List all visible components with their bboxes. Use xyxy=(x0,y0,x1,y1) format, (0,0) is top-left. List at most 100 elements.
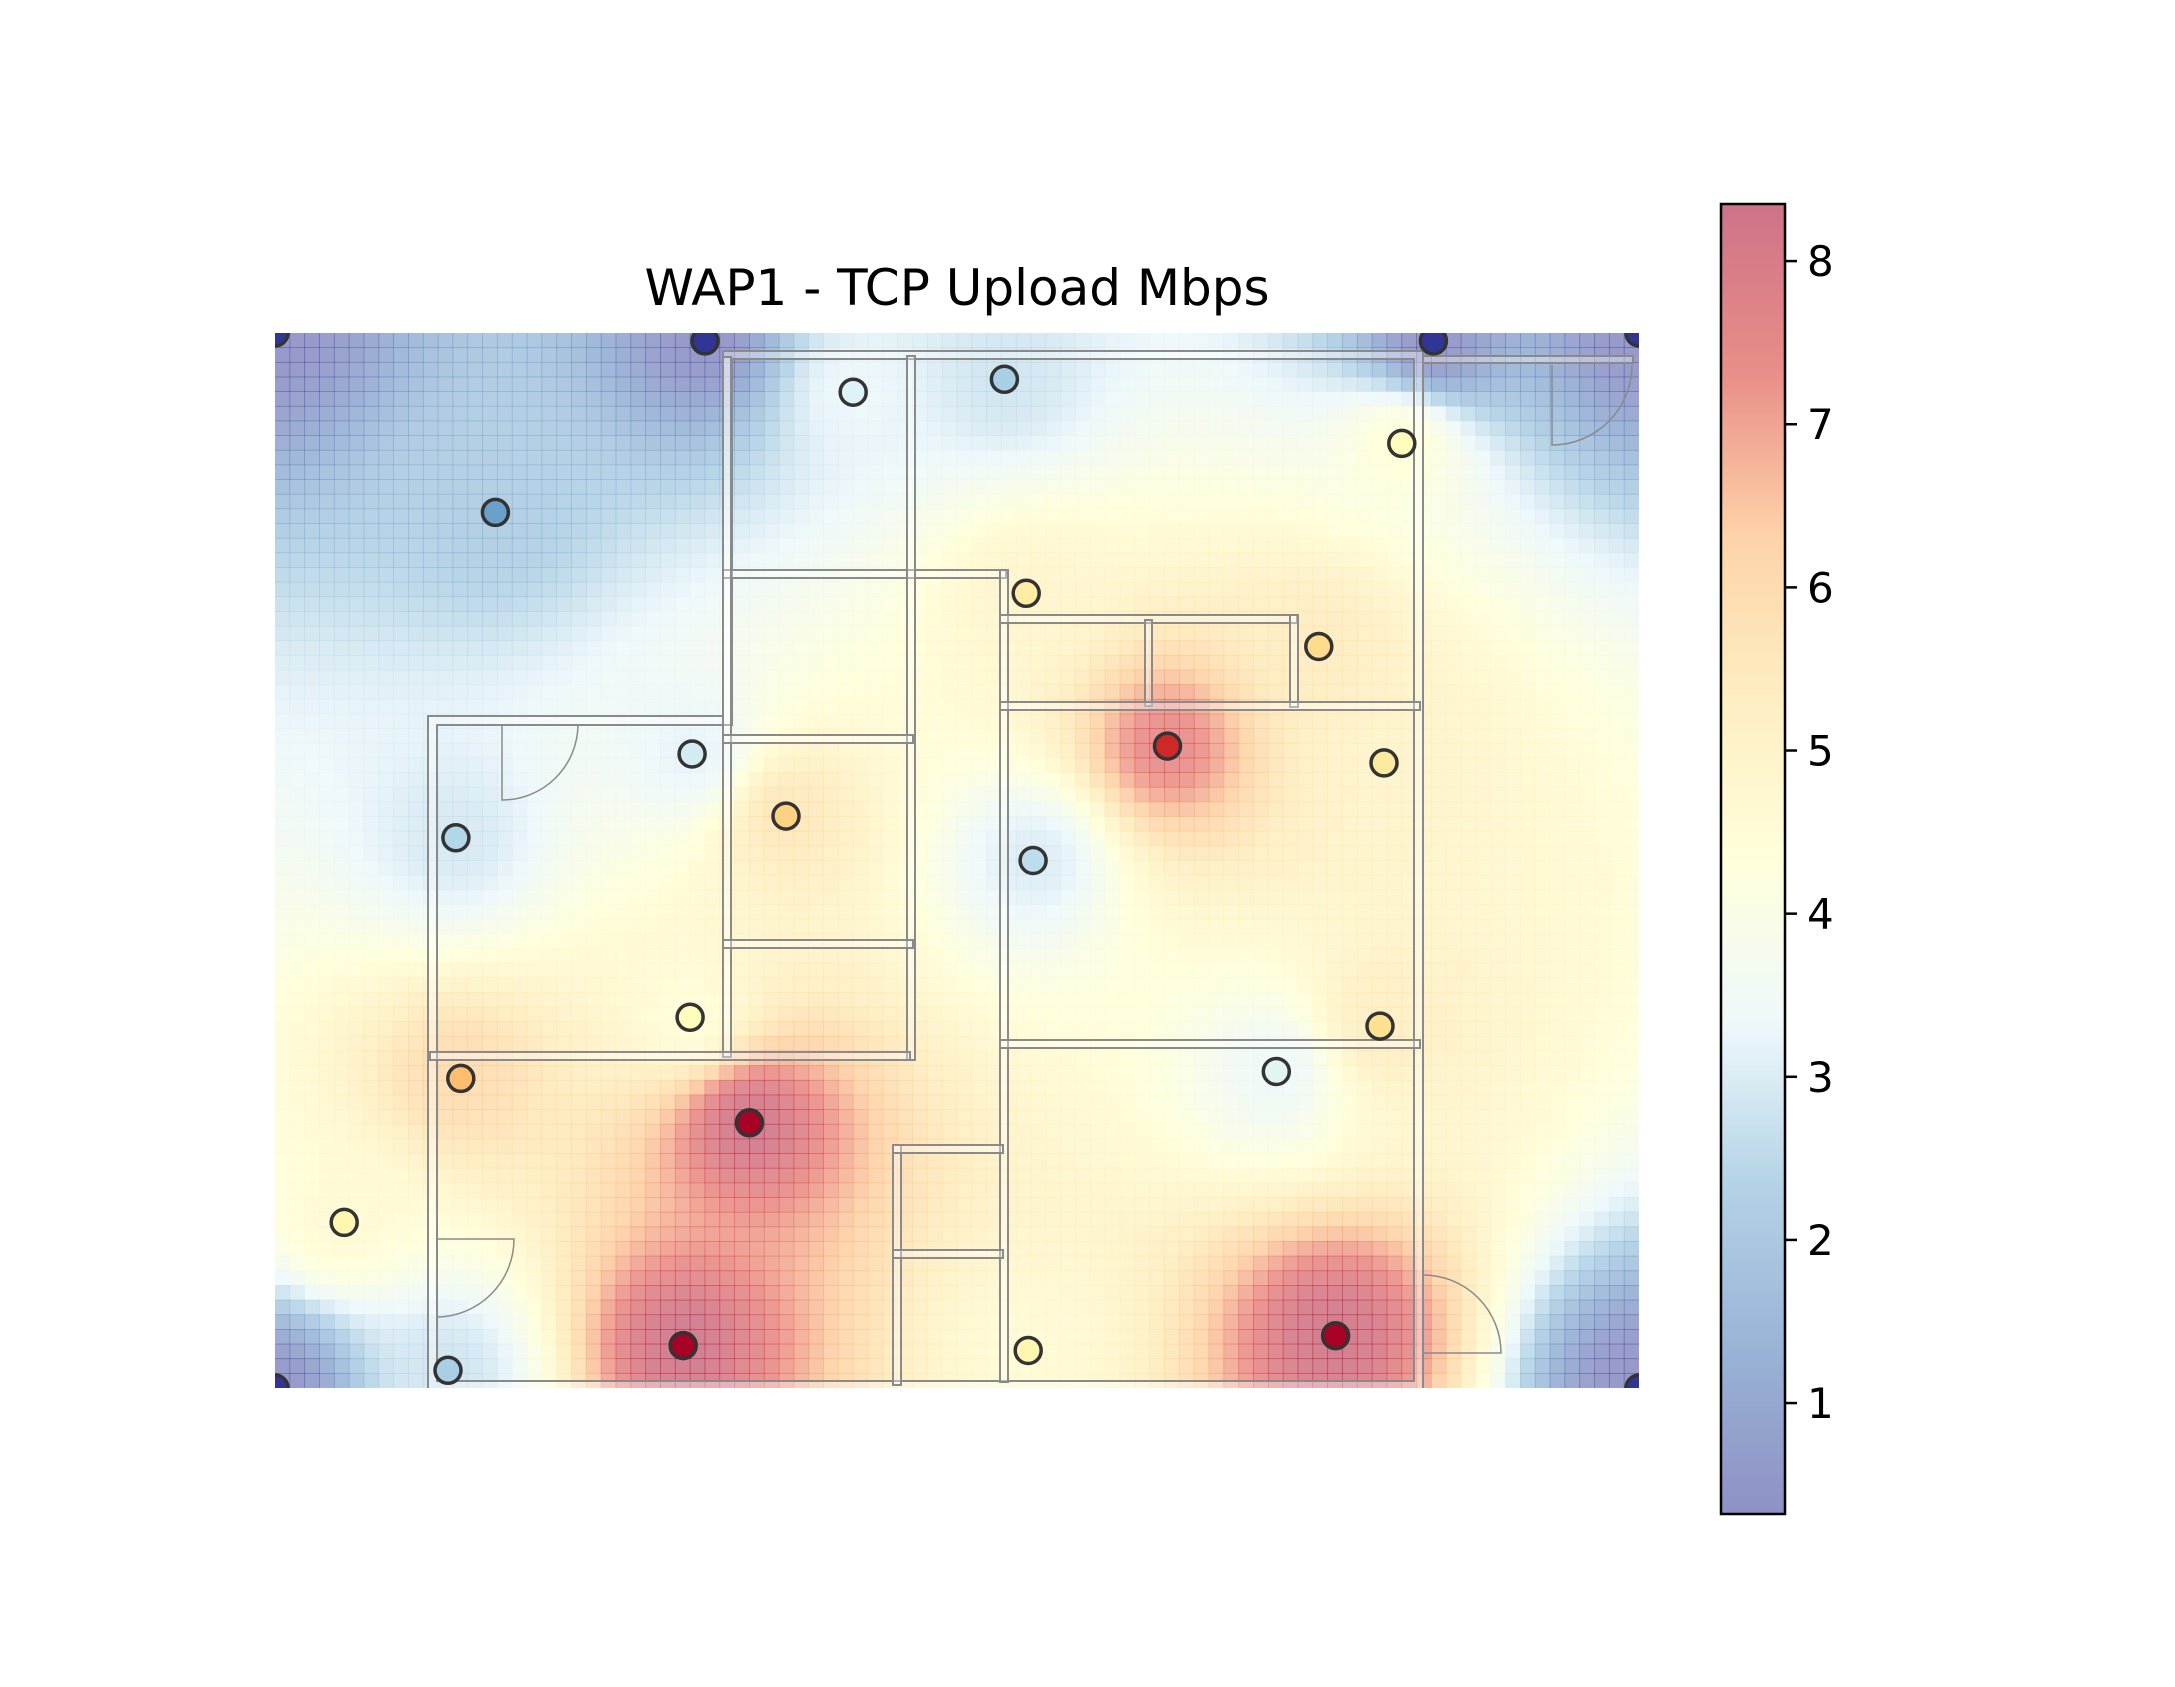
heatmap-cell xyxy=(526,376,543,393)
heatmap-cell xyxy=(1608,552,1625,568)
heatmap-cell xyxy=(926,977,943,993)
heatmap-cell xyxy=(511,684,528,700)
heatmap-cell xyxy=(941,962,958,979)
heatmap-cell xyxy=(1342,1079,1358,1096)
heatmap-cell xyxy=(1015,376,1032,393)
heatmap-cell xyxy=(1416,830,1432,847)
heatmap-cell xyxy=(1460,889,1477,905)
heatmap-cell xyxy=(1534,713,1551,730)
heatmap-cell xyxy=(645,772,661,788)
heatmap-cell xyxy=(808,361,824,378)
heatmap-cell xyxy=(408,845,424,861)
heatmap-cell xyxy=(1327,801,1343,817)
heatmap-cell xyxy=(556,1021,572,1037)
heatmap-cell xyxy=(541,1123,558,1140)
heatmap-cell xyxy=(1534,1006,1551,1023)
heatmap-cell xyxy=(778,698,795,715)
heatmap-cell xyxy=(1460,1094,1477,1110)
heatmap-cell xyxy=(1223,464,1240,480)
heatmap-cell xyxy=(1149,640,1165,656)
heatmap-cell xyxy=(378,860,395,876)
heatmap-cell xyxy=(1534,1079,1551,1096)
heatmap-cell xyxy=(1475,1079,1492,1096)
heatmap-cell xyxy=(704,933,721,949)
heatmap-cell xyxy=(867,435,884,451)
heatmap-cell xyxy=(1015,654,1032,671)
heatmap-cell xyxy=(275,1021,291,1037)
heatmap-cell xyxy=(1564,786,1581,803)
heatmap-cell xyxy=(1060,772,1077,788)
heatmap-cell xyxy=(1030,991,1047,1008)
heatmap-cell xyxy=(571,845,587,861)
heatmap-cell xyxy=(408,523,424,539)
heatmap-cell xyxy=(1312,933,1329,949)
heatmap-cell xyxy=(1549,977,1566,993)
heatmap-cell xyxy=(452,801,469,817)
heatmap-cell xyxy=(571,625,587,642)
heatmap-cell xyxy=(1238,523,1254,539)
heatmap-cell xyxy=(1327,391,1343,407)
heatmap-cell xyxy=(467,1094,483,1110)
heatmap-cell xyxy=(304,611,320,627)
heatmap-cell xyxy=(482,1109,498,1125)
heatmap-cell xyxy=(1045,728,1062,744)
heatmap-cell xyxy=(408,962,424,979)
heatmap-cell xyxy=(1149,479,1165,495)
heatmap-cell xyxy=(304,1021,320,1037)
heatmap-cell xyxy=(808,420,824,436)
heatmap-cell xyxy=(704,860,721,876)
heatmap-cell xyxy=(422,625,439,642)
heatmap-cell xyxy=(615,537,632,554)
heatmap-cell xyxy=(304,918,320,935)
heatmap-cell xyxy=(926,1035,943,1052)
heatmap-cell xyxy=(1549,757,1566,773)
heatmap-cell xyxy=(1445,874,1462,891)
heatmap-cell xyxy=(941,420,958,436)
heatmap-cell xyxy=(630,405,647,422)
heatmap-cell xyxy=(941,1109,958,1125)
heatmap-cell xyxy=(1312,977,1329,993)
heatmap-cell xyxy=(971,333,988,349)
heatmap-cell xyxy=(1579,333,1595,349)
heatmap-cell xyxy=(1282,537,1299,554)
heatmap-cell xyxy=(1623,772,1639,788)
heatmap-cell xyxy=(600,1035,617,1052)
heatmap-cell xyxy=(1149,991,1165,1008)
heatmap-cell xyxy=(452,1109,469,1125)
heatmap-cell xyxy=(1475,376,1492,393)
heatmap-cell xyxy=(630,1035,647,1052)
heatmap-cell xyxy=(793,713,810,730)
heatmap-cell xyxy=(1090,581,1106,598)
heatmap-cell xyxy=(348,596,365,612)
heatmap-cell xyxy=(363,640,380,656)
heatmap-cell xyxy=(1386,977,1403,993)
heatmap-cell xyxy=(482,772,498,788)
heatmap-cell xyxy=(867,948,884,964)
heatmap-cell xyxy=(1208,1006,1225,1023)
heatmap-cell xyxy=(363,567,380,583)
heatmap-cell xyxy=(956,611,973,627)
heatmap-cell xyxy=(1549,918,1566,935)
heatmap-cell xyxy=(1045,816,1062,832)
heatmap-cell xyxy=(571,1021,587,1037)
heatmap-cell xyxy=(763,991,780,1008)
heatmap-cell xyxy=(912,860,928,876)
heatmap-cell xyxy=(1075,376,1091,393)
heatmap-cell xyxy=(526,1109,543,1125)
heatmap-cell xyxy=(882,801,899,817)
heatmap-cell xyxy=(600,933,617,949)
heatmap-cell xyxy=(363,464,380,480)
heatmap-cell xyxy=(1208,333,1225,349)
heatmap-cell xyxy=(319,464,335,480)
heatmap-cell xyxy=(1356,611,1373,627)
heatmap-cell xyxy=(1519,405,1536,422)
heatmap-cell xyxy=(867,742,884,759)
heatmap-cell xyxy=(393,611,409,627)
heatmap-cell xyxy=(1579,991,1595,1008)
heatmap-cell xyxy=(304,435,320,451)
heatmap-cell xyxy=(808,464,824,480)
heatmap-cell xyxy=(1534,1109,1551,1125)
heatmap-cell xyxy=(467,1109,483,1125)
heatmap-cell xyxy=(437,1035,454,1052)
heatmap-cell xyxy=(734,845,750,861)
